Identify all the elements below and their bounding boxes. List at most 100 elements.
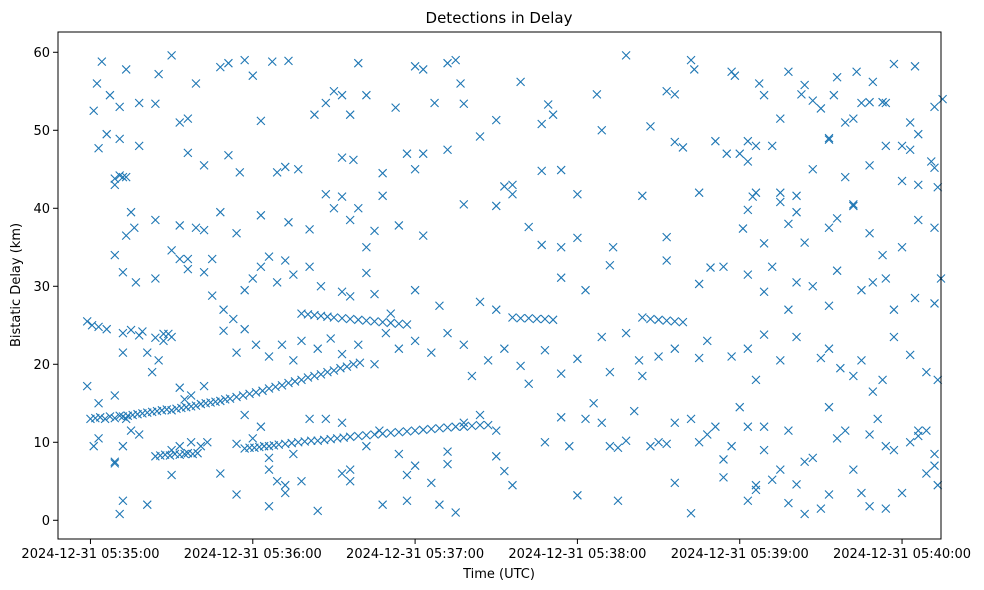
data-point — [589, 398, 599, 408]
data-point — [97, 57, 107, 67]
data-point — [337, 287, 347, 297]
data-point — [524, 313, 534, 323]
data-point — [686, 55, 696, 65]
data-point — [889, 305, 899, 315]
data-point — [82, 316, 92, 326]
y-axis-ticks: 0 10 20 30 40 50 60 — [33, 46, 58, 529]
data-point — [608, 242, 618, 252]
data-point — [394, 344, 404, 354]
data-point — [129, 223, 139, 233]
data-point — [232, 348, 241, 357]
data-point — [873, 414, 883, 424]
data-point — [938, 94, 948, 104]
data-point — [775, 114, 785, 123]
data-point — [597, 125, 607, 135]
data-point — [694, 437, 704, 447]
data-point — [662, 316, 672, 325]
x-tick-label: 2024-12-31 05:37:00 — [346, 547, 484, 562]
data-point — [180, 394, 189, 404]
x-axis-ticks: 2024-12-31 05:35:00 2024-12-31 05:36:00 20… — [21, 539, 971, 562]
data-point — [353, 431, 363, 441]
data-point — [824, 402, 834, 412]
data-point — [186, 391, 196, 400]
data-point — [759, 445, 769, 455]
data-point — [775, 188, 785, 198]
data-point — [115, 509, 125, 519]
data-point — [532, 314, 542, 324]
data-point — [391, 103, 401, 113]
data-point — [840, 118, 850, 127]
data-point — [759, 238, 769, 248]
data-point — [277, 340, 287, 350]
data-point — [483, 420, 493, 430]
data-point — [840, 172, 850, 182]
data-point — [288, 355, 298, 365]
data-point — [167, 470, 177, 480]
data-point — [134, 141, 144, 151]
x-tick-label: 2024-12-31 05:36:00 — [184, 547, 322, 562]
data-point — [730, 71, 740, 81]
data-point — [394, 449, 404, 459]
data-point — [930, 163, 939, 173]
data-point — [251, 340, 261, 350]
data-point — [613, 496, 623, 506]
data-point — [581, 285, 590, 295]
data-point — [102, 324, 112, 334]
data-point — [118, 496, 128, 506]
data-point — [402, 320, 412, 329]
data-point — [848, 199, 858, 209]
data-point — [926, 157, 936, 166]
data-point — [865, 228, 874, 238]
data-point — [483, 355, 493, 365]
data-point — [105, 90, 115, 100]
data-point — [115, 134, 125, 144]
data-point — [727, 352, 737, 361]
data-point — [94, 398, 103, 408]
data-point — [621, 51, 631, 60]
data-point — [92, 79, 102, 88]
data-point — [767, 475, 777, 485]
data-point — [336, 363, 345, 373]
data-point — [110, 174, 120, 184]
data-point — [754, 79, 764, 88]
data-point — [451, 55, 461, 65]
data-point — [540, 437, 550, 447]
data-point — [913, 215, 923, 225]
data-point — [381, 328, 391, 338]
data-point — [797, 90, 806, 99]
data-point — [835, 363, 845, 373]
data-point — [207, 254, 217, 264]
data-point — [792, 332, 801, 342]
data-point — [878, 375, 887, 385]
data-point — [910, 293, 920, 303]
data-point — [537, 166, 547, 176]
data-point — [459, 422, 469, 432]
data-point — [264, 465, 274, 474]
data-point — [621, 328, 631, 338]
data-point — [121, 172, 131, 182]
data-point — [110, 180, 120, 190]
data-point — [370, 359, 379, 369]
data-point — [662, 256, 672, 265]
data-point — [516, 313, 525, 323]
data-point — [784, 305, 793, 315]
data-point — [889, 59, 899, 69]
data-point — [848, 114, 858, 123]
data-point — [727, 441, 737, 451]
data-point — [183, 264, 193, 274]
data-point — [852, 67, 861, 77]
data-point — [264, 453, 274, 463]
data-point — [240, 55, 250, 65]
data-point — [824, 490, 834, 499]
data-point — [556, 412, 566, 422]
data-point — [297, 336, 306, 346]
data-point — [345, 432, 355, 442]
data-point — [710, 136, 720, 146]
data-point — [288, 449, 298, 459]
data-point — [459, 418, 469, 428]
data-point — [378, 500, 388, 510]
data-point — [751, 480, 761, 490]
data-point — [394, 221, 404, 230]
data-points — [82, 51, 948, 519]
